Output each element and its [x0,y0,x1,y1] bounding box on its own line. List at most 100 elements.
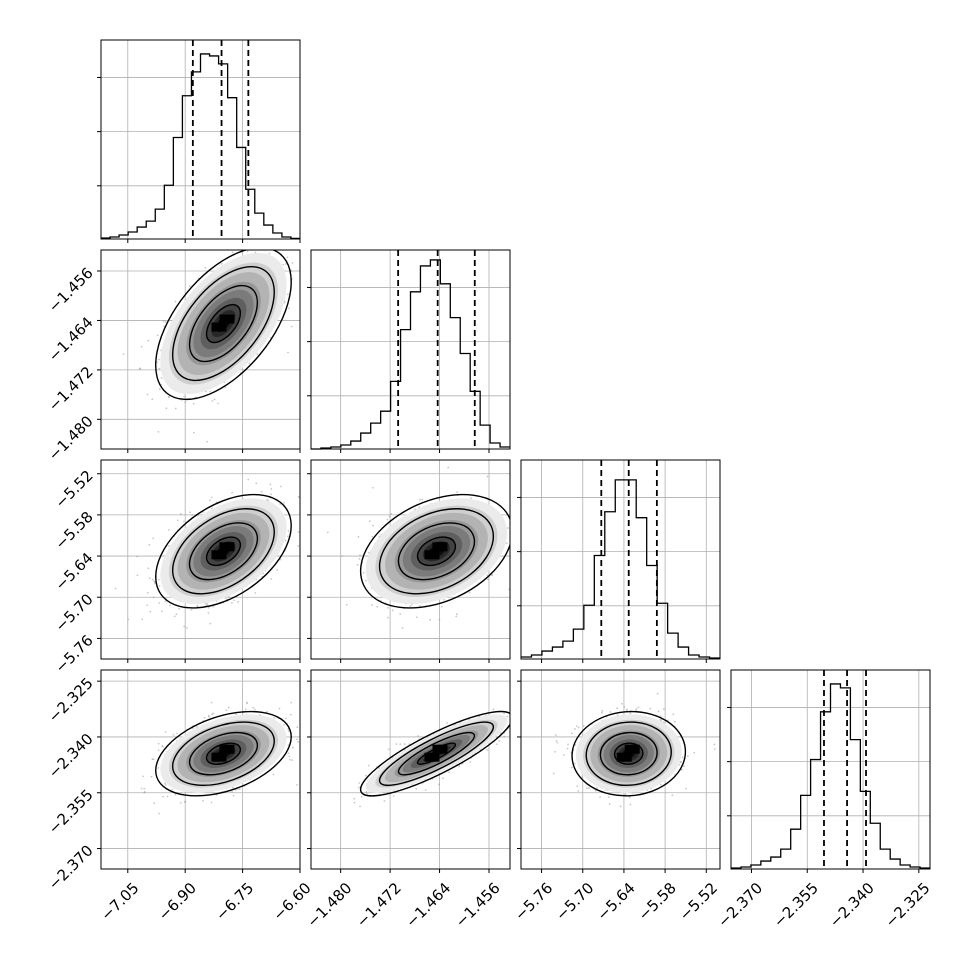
scatter-point [263,244,265,246]
scatter-point [679,761,682,764]
scatter-point [255,482,258,485]
scatter-point [601,709,604,712]
x-tick-label: −5.64 [593,879,638,924]
scatter-point [158,585,161,587]
scatter-point [157,742,160,745]
scatter-point [486,574,489,577]
scatter-point [635,707,638,710]
scatter-point [141,618,144,621]
scatter-point [210,507,213,510]
scatter-point [158,367,161,370]
scatter-point [287,293,289,296]
scatter-point [456,491,458,494]
scatter-point [503,712,506,715]
scatter-point [182,520,185,523]
scatter-point [254,251,257,254]
hist-panel-frame [730,669,931,870]
scatter-point [248,362,251,365]
scatter-point [174,793,177,796]
scatter-point [149,610,152,613]
scatter-point [231,790,233,793]
scatter-point [169,604,171,607]
scatter-point [158,388,161,391]
scatter-point [206,440,208,443]
scatter-point [157,766,160,769]
density-core [624,744,634,754]
scatter-point [469,761,472,763]
scatter-point [207,612,210,614]
y-tick-label: −5.58 [51,508,96,553]
scatter-point [164,782,166,785]
scatter-point [456,613,458,616]
scatter-point [693,751,696,754]
scatter-point [401,626,404,629]
scatter-point [174,300,177,303]
scatter-point [629,712,632,715]
y-tick-label: −2.340 [45,730,97,782]
contour-line [155,493,292,609]
scatter-point [287,351,289,354]
scatter-point [301,328,303,330]
scatter-point [571,766,573,769]
scatter-point [164,783,167,786]
hist-panel-frame [310,249,511,450]
scatter-point [301,746,303,748]
scatter-point [515,543,517,545]
scatter-point [164,730,167,733]
scatter-point [210,242,212,244]
scatter-point [415,616,418,619]
scatter-point [186,627,188,629]
scatter-point [164,600,167,603]
pair-panel-frame [100,669,301,870]
scatter-point [122,353,125,356]
density-core [217,752,227,762]
scatter-point [142,775,145,778]
scatter-point [496,743,498,746]
scatter-point [184,401,187,404]
scatter-point [681,756,684,759]
scatter-point [146,393,149,396]
scatter-point [179,801,182,804]
scatter-point [203,716,206,719]
scatter-point [571,732,573,735]
scatter-point [487,578,489,581]
scatter-point [552,772,555,775]
density-core [432,542,442,552]
scatter-point [594,789,597,792]
scatter-point [280,485,282,488]
scatter-point [183,625,186,628]
scatter-point [209,390,212,393]
contour-line [359,710,510,797]
scatter-point [403,743,406,745]
scatter-point [211,400,214,402]
pair-panel-frame [310,669,511,870]
y-tick-label: −1.456 [45,264,97,316]
contour-line [205,742,242,765]
scatter-point [247,478,250,481]
scatter-point [193,431,195,434]
scatter-point [260,490,263,493]
scatter-point [366,793,368,796]
x-tick-label: −1.472 [353,879,405,931]
scatter-point [437,783,440,786]
scatter-point [287,744,290,746]
scatter-point [168,544,170,547]
scatter-point [173,615,176,618]
scatter-point [305,525,307,527]
scatter-point [302,281,304,283]
scatter-point [392,795,395,797]
scatter-point [296,726,299,729]
scatter-point [252,706,255,709]
scatter-point [359,554,361,557]
scatter-point [415,787,418,790]
density-core [432,744,442,754]
scatter-point [308,722,310,724]
scatter-point [358,782,361,784]
scatter-point [254,591,257,594]
scatter-point [270,488,273,490]
contour-line [359,493,510,609]
scatter-point [360,796,363,798]
density-core [616,752,626,762]
contour-line [397,522,476,581]
density-core [211,322,221,332]
